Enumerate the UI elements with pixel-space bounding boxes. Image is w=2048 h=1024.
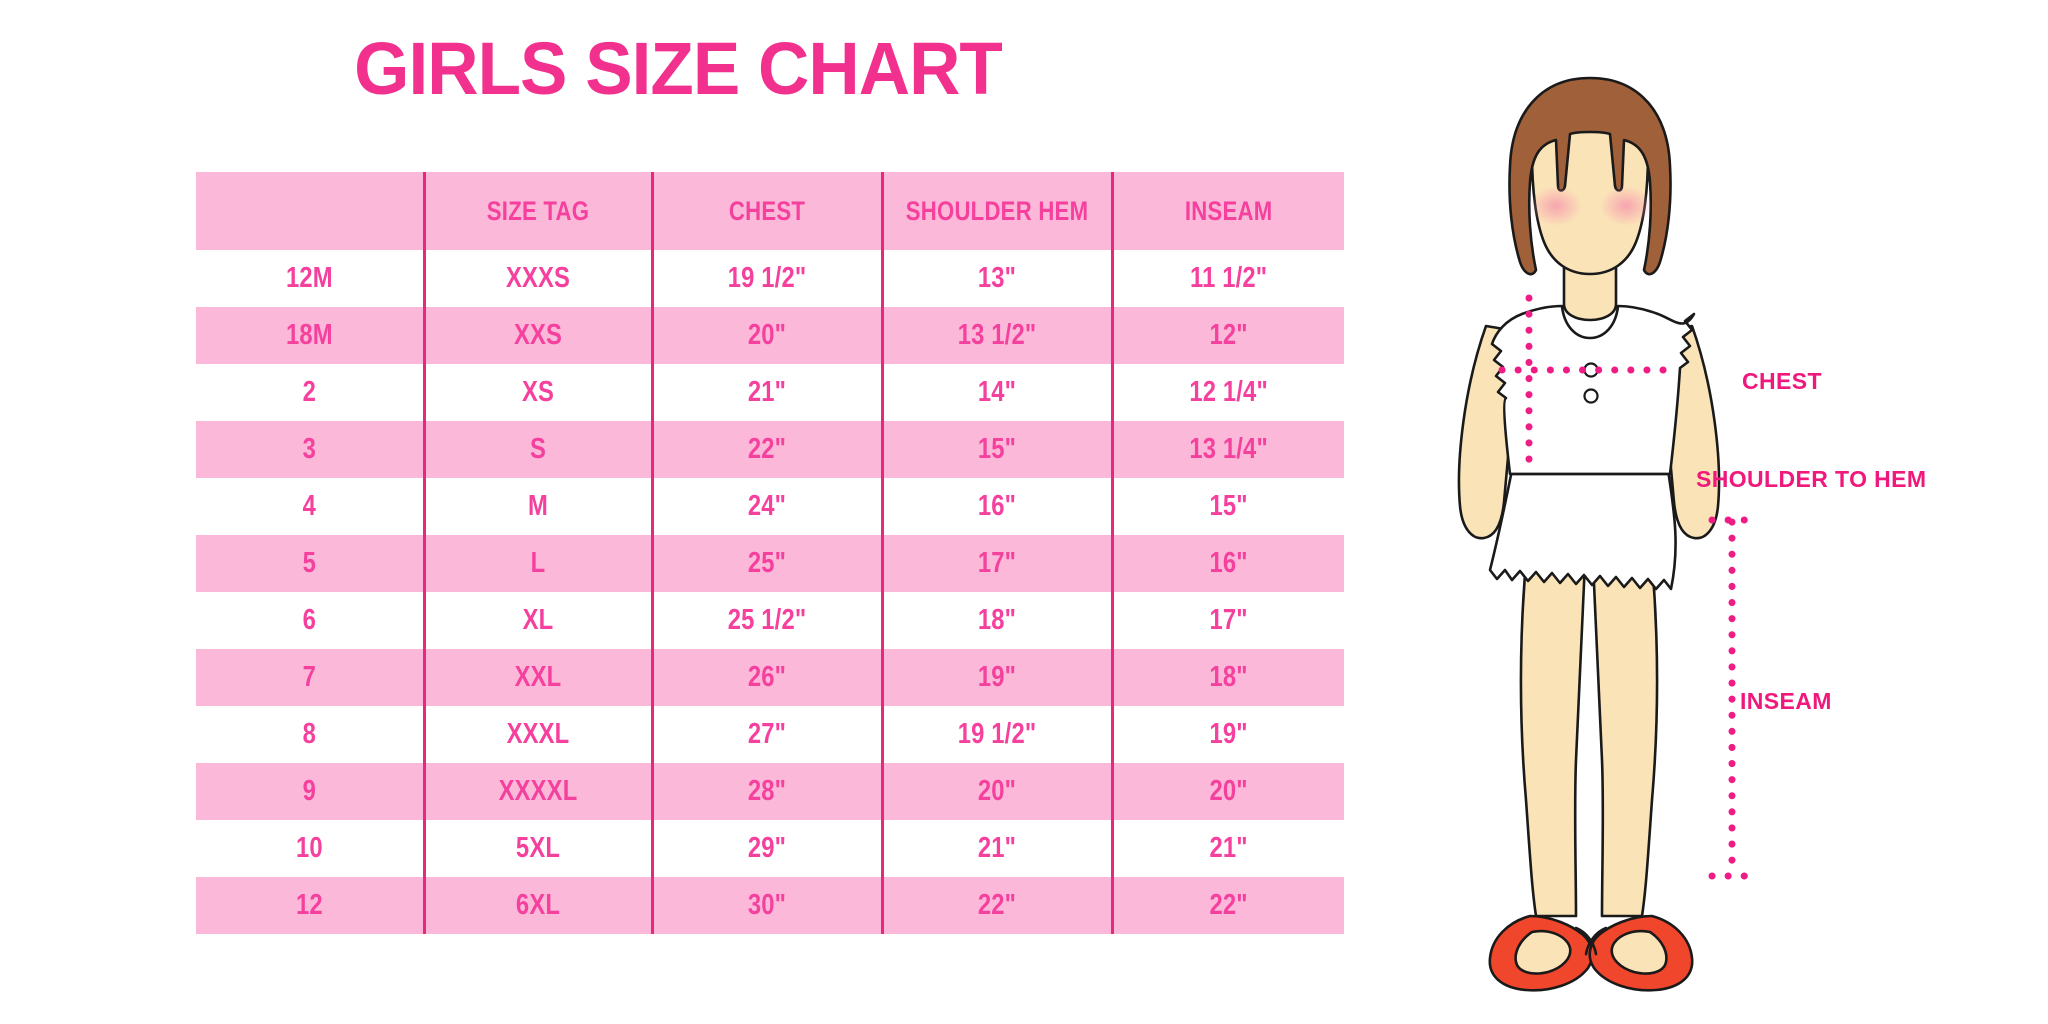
cell-inseam: 16" — [1131, 535, 1324, 592]
cell-inseam: 19" — [1131, 706, 1324, 763]
cell-shoulder-hem: 19" — [901, 649, 1092, 706]
table-row: 2 XS 21" 14" 12 1/4" — [196, 364, 1344, 421]
cell-size: 10 — [295, 832, 323, 864]
cell-inseam: 12 1/4" — [1131, 364, 1324, 421]
cell-size-tag: XXXL — [443, 706, 632, 763]
cell-size-tag: XL — [443, 592, 632, 649]
girl-figure-illustration — [1380, 70, 1800, 1000]
table-row: 4 M 24" 16" 15" — [196, 478, 1344, 535]
cell-inseam: 11 1/2" — [1131, 250, 1324, 307]
cell-size: 7 — [302, 661, 317, 693]
cell-size: 18M — [286, 319, 333, 351]
cell-chest: 26" — [671, 649, 862, 706]
column-header-shoulder-hem: SHOULDER HEM — [901, 172, 1092, 250]
table-row: 10 5XL 29" 21" 21" — [196, 820, 1344, 877]
cell-shoulder-hem: 15" — [901, 421, 1092, 478]
cell-size: 9 — [302, 775, 317, 807]
cell-size: 3 — [302, 433, 317, 465]
column-header-blank — [217, 172, 404, 250]
cell-size-tag: L — [443, 535, 632, 592]
size-chart-table-wrap: SIZE TAG CHEST SHOULDER HEM INSEAM 12M X… — [196, 172, 1344, 972]
table-row: 8 XXXL 27" 19 1/2" 19" — [196, 706, 1344, 763]
cell-size-tag: 5XL — [443, 820, 632, 877]
cell-shoulder-hem: 13 1/2" — [901, 307, 1092, 364]
cell-size-tag: XXL — [443, 649, 632, 706]
cell-chest: 27" — [671, 706, 862, 763]
cell-shoulder-hem: 22" — [901, 877, 1092, 934]
page-title: GIRLS SIZE CHART — [354, 27, 1003, 110]
table-header-row: SIZE TAG CHEST SHOULDER HEM INSEAM — [196, 172, 1344, 250]
cell-size: 6 — [302, 604, 317, 636]
table-row: 5 L 25" 17" 16" — [196, 535, 1344, 592]
cell-chest: 29" — [671, 820, 862, 877]
table-row: 6 XL 25 1/2" 18" 17" — [196, 592, 1344, 649]
cell-inseam: 18" — [1131, 649, 1324, 706]
cell-size-tag: XXS — [443, 307, 632, 364]
cell-size-tag: XXXXL — [443, 763, 632, 820]
cell-shoulder-hem: 13" — [901, 250, 1092, 307]
size-chart-table: SIZE TAG CHEST SHOULDER HEM INSEAM 12M X… — [196, 172, 1344, 934]
cell-chest: 21" — [671, 364, 862, 421]
cell-size-tag: XS — [443, 364, 632, 421]
cell-chest: 25 1/2" — [671, 592, 862, 649]
table-row: 7 XXL 26" 19" 18" — [196, 649, 1344, 706]
cell-size-tag: S — [443, 421, 632, 478]
cell-inseam: 17" — [1131, 592, 1324, 649]
cell-inseam: 20" — [1131, 763, 1324, 820]
cell-size: 12M — [286, 262, 333, 294]
cell-shoulder-hem: 18" — [901, 592, 1092, 649]
table-row: 12M XXXS 19 1/2" 13" 11 1/2" — [196, 250, 1344, 307]
cell-shoulder-hem: 19 1/2" — [901, 706, 1092, 763]
cell-shoulder-hem: 16" — [901, 478, 1092, 535]
cell-shoulder-hem: 20" — [901, 763, 1092, 820]
cell-size: 5 — [302, 547, 317, 579]
cell-size: 8 — [302, 718, 317, 750]
cell-inseam: 22" — [1131, 877, 1324, 934]
cell-chest: 25" — [671, 535, 862, 592]
cell-chest: 20" — [671, 307, 862, 364]
cell-size-tag: 6XL — [443, 877, 632, 934]
column-header-size-tag: SIZE TAG — [443, 172, 632, 250]
column-header-chest: CHEST — [671, 172, 862, 250]
cell-chest: 19 1/2" — [671, 250, 862, 307]
table-row: 18M XXS 20" 13 1/2" 12" — [196, 307, 1344, 364]
cell-shoulder-hem: 14" — [901, 364, 1092, 421]
cell-size: 4 — [302, 490, 317, 522]
cell-chest: 22" — [671, 421, 862, 478]
cell-inseam: 13 1/4" — [1131, 421, 1324, 478]
cell-size-tag: XXXS — [443, 250, 632, 307]
inseam-measure-dotted-line — [1708, 516, 1756, 880]
cell-size: 12 — [295, 889, 323, 921]
cell-shoulder-hem: 21" — [901, 820, 1092, 877]
cell-inseam: 15" — [1131, 478, 1324, 535]
table-row: 12 6XL 30" 22" 22" — [196, 877, 1344, 934]
cell-size-tag: M — [443, 478, 632, 535]
cell-chest: 30" — [671, 877, 862, 934]
column-header-inseam: INSEAM — [1131, 172, 1324, 250]
cell-chest: 28" — [671, 763, 862, 820]
cell-chest: 24" — [671, 478, 862, 535]
cell-inseam: 21" — [1131, 820, 1324, 877]
cell-size: 2 — [302, 376, 317, 408]
table-row: 9 XXXXL 28" 20" 20" — [196, 763, 1344, 820]
table-row: 3 S 22" 15" 13 1/4" — [196, 421, 1344, 478]
cell-shoulder-hem: 17" — [901, 535, 1092, 592]
cell-inseam: 12" — [1131, 307, 1324, 364]
